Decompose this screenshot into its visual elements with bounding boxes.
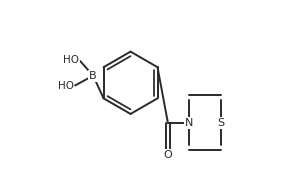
Text: S: S <box>218 118 225 128</box>
Text: HO: HO <box>63 55 79 65</box>
Text: O: O <box>164 150 172 160</box>
Text: HO: HO <box>58 81 74 91</box>
Text: N: N <box>185 118 194 128</box>
Text: B: B <box>89 71 97 81</box>
